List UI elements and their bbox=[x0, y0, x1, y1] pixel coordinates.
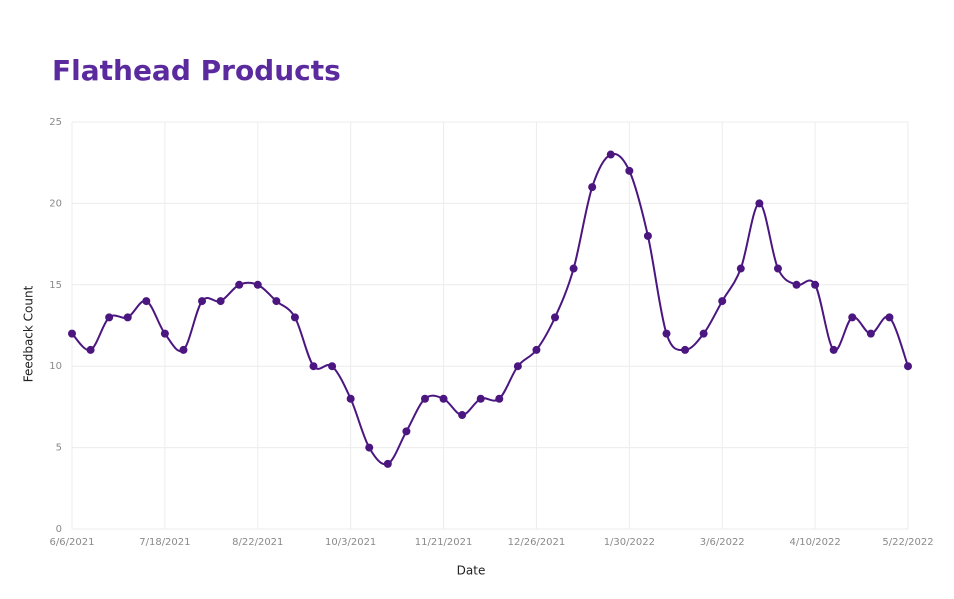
data-point bbox=[365, 443, 374, 452]
x-tick-label: 10/3/2021 bbox=[325, 537, 376, 548]
data-point bbox=[383, 459, 392, 468]
data-point bbox=[792, 280, 801, 289]
data-point bbox=[811, 280, 820, 289]
data-point bbox=[643, 231, 652, 240]
data-point bbox=[681, 345, 690, 354]
data-point bbox=[755, 199, 764, 208]
x-tick-label: 11/21/2021 bbox=[415, 537, 473, 548]
data-point bbox=[569, 264, 578, 273]
series-line bbox=[71, 152, 909, 466]
data-point bbox=[142, 297, 151, 306]
data-point bbox=[105, 313, 114, 322]
data-point bbox=[495, 394, 504, 403]
y-axis-label: Feedback Count bbox=[22, 285, 36, 382]
data-point bbox=[606, 150, 615, 159]
data-point bbox=[198, 297, 207, 306]
x-tick-label: 12/26/2021 bbox=[508, 537, 566, 548]
data-point bbox=[829, 345, 838, 354]
data-point bbox=[216, 297, 225, 306]
x-tick-label: 3/6/2022 bbox=[700, 537, 745, 548]
x-tick-label: 7/18/2021 bbox=[139, 537, 190, 548]
y-tick-label: 5 bbox=[56, 443, 62, 454]
data-point bbox=[420, 394, 429, 403]
x-tick-label: 5/22/2022 bbox=[882, 537, 933, 548]
data-point bbox=[272, 297, 281, 306]
data-point bbox=[253, 280, 262, 289]
data-point bbox=[736, 264, 745, 273]
data-point bbox=[235, 280, 244, 289]
data-point bbox=[68, 329, 76, 338]
data-point bbox=[848, 313, 857, 322]
data-point bbox=[328, 362, 337, 371]
data-point bbox=[662, 329, 671, 338]
y-tick-label: 10 bbox=[49, 361, 62, 372]
data-point bbox=[309, 362, 318, 371]
y-tick-label: 15 bbox=[49, 280, 62, 291]
data-point bbox=[625, 166, 634, 175]
y-tick-label: 0 bbox=[56, 524, 62, 535]
data-point bbox=[773, 264, 782, 273]
data-point bbox=[476, 394, 485, 403]
y-tick-label: 25 bbox=[49, 117, 62, 128]
data-point bbox=[179, 345, 188, 354]
data-point bbox=[904, 362, 912, 371]
data-point bbox=[86, 345, 95, 354]
data-point bbox=[123, 313, 132, 322]
data-point bbox=[458, 411, 467, 420]
data-point bbox=[402, 427, 411, 436]
data-point bbox=[290, 313, 299, 322]
data-point bbox=[439, 394, 448, 403]
data-point bbox=[160, 329, 169, 338]
x-tick-label: 1/30/2022 bbox=[604, 537, 655, 548]
x-tick-label: 6/6/2021 bbox=[50, 537, 95, 548]
data-point bbox=[699, 329, 708, 338]
data-point bbox=[513, 362, 522, 371]
data-point bbox=[718, 297, 727, 306]
data-point bbox=[551, 313, 560, 322]
x-tick-label: 4/10/2022 bbox=[789, 537, 840, 548]
x-axis-label: Date bbox=[457, 564, 486, 578]
data-point bbox=[346, 394, 355, 403]
data-point bbox=[532, 345, 541, 354]
data-point bbox=[866, 329, 875, 338]
data-point bbox=[588, 183, 597, 192]
x-tick-label: 8/22/2021 bbox=[232, 537, 283, 548]
chart-title: Flathead Products bbox=[52, 54, 341, 87]
y-tick-label: 20 bbox=[49, 198, 62, 209]
data-point bbox=[885, 313, 894, 322]
